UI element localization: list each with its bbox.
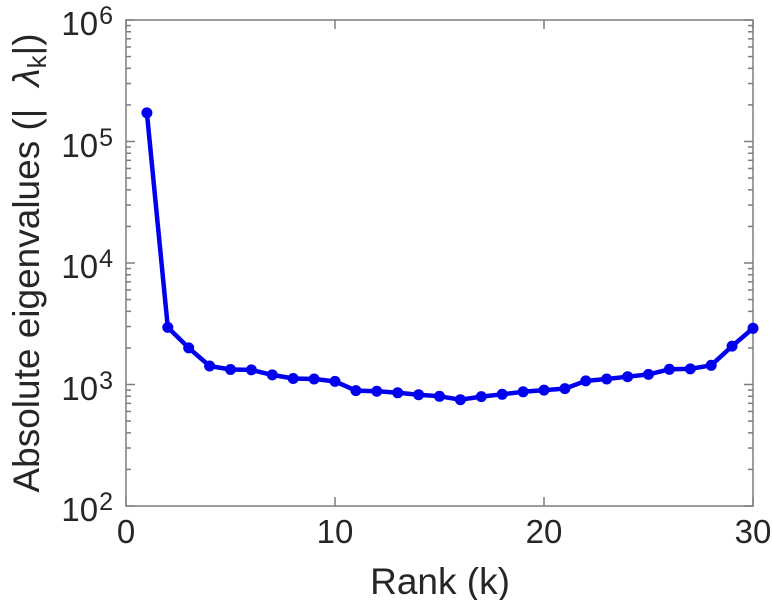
y-tick-base: 10: [61, 126, 99, 164]
y-tick-label: 102: [61, 488, 113, 529]
data-point-marker: [684, 363, 696, 375]
data-point-marker: [496, 388, 508, 400]
data-point-marker: [559, 383, 571, 395]
data-point-marker: [601, 373, 613, 385]
data-point-marker: [204, 360, 216, 372]
x-tick-label: 10: [316, 513, 354, 550]
y-tick-base: 10: [61, 369, 99, 407]
data-point-marker: [266, 369, 278, 381]
plot-border: [125, 19, 754, 507]
data-point-marker: [245, 364, 257, 376]
data-point-marker: [329, 375, 341, 387]
y-tick-exponent: 4: [99, 245, 113, 273]
data-point-marker: [350, 385, 362, 397]
y-tick-base: 10: [61, 248, 99, 285]
data-point-marker: [538, 384, 550, 396]
data-point-marker: [183, 342, 195, 354]
y-tick-exponent: 5: [99, 123, 113, 152]
data-point-marker: [287, 373, 299, 384]
y-axis-label: Absolute eigenvalues (| λk|): [6, 33, 52, 493]
eigenvalue-line: [144, 110, 756, 402]
data-point-marker: [454, 394, 466, 406]
x-tick-label: 0: [116, 513, 136, 550]
y-tick-label: 106: [61, 2, 113, 43]
data-point-marker: [162, 321, 174, 333]
y-tick-exponent: 2: [99, 488, 113, 516]
y-axis-label-suffix: |): [6, 33, 47, 56]
data-point-marker: [371, 385, 383, 397]
data-point-marker: [663, 363, 675, 375]
x-axis-label: Rank (k): [370, 561, 510, 600]
data-point-marker: [475, 391, 487, 403]
data-point-marker: [517, 386, 529, 398]
data-point-marker: [747, 322, 759, 334]
y-tick-exponent: 3: [99, 366, 113, 395]
x-tick-label: 20: [525, 513, 563, 550]
y-tick-base: 10: [61, 5, 99, 42]
data-point-marker: [413, 389, 425, 401]
lambda-symbol: λ: [6, 68, 47, 87]
data-point-marker: [622, 371, 634, 383]
data-point-marker: [434, 390, 445, 402]
data-point-marker: [726, 340, 738, 352]
lambda-subscript: k: [22, 55, 52, 69]
y-tick-label: 104: [61, 245, 113, 286]
y-tick-exponent: 6: [99, 2, 113, 30]
data-point-marker: [392, 387, 404, 399]
y-tick-base: 10: [61, 491, 99, 528]
data-point-marker: [705, 359, 717, 371]
data-point-marker: [141, 107, 153, 119]
y-tick-label: 105: [61, 123, 113, 165]
data-point-marker: [308, 373, 320, 385]
y-tick-label: 103: [61, 366, 113, 408]
data-point-marker: [643, 368, 654, 380]
y-axis-label-prefix: Absolute eigenvalues (|: [6, 108, 47, 493]
data-point-marker: [580, 375, 592, 387]
data-point-marker: [225, 364, 236, 375]
x-tick-label: 30: [734, 513, 772, 550]
